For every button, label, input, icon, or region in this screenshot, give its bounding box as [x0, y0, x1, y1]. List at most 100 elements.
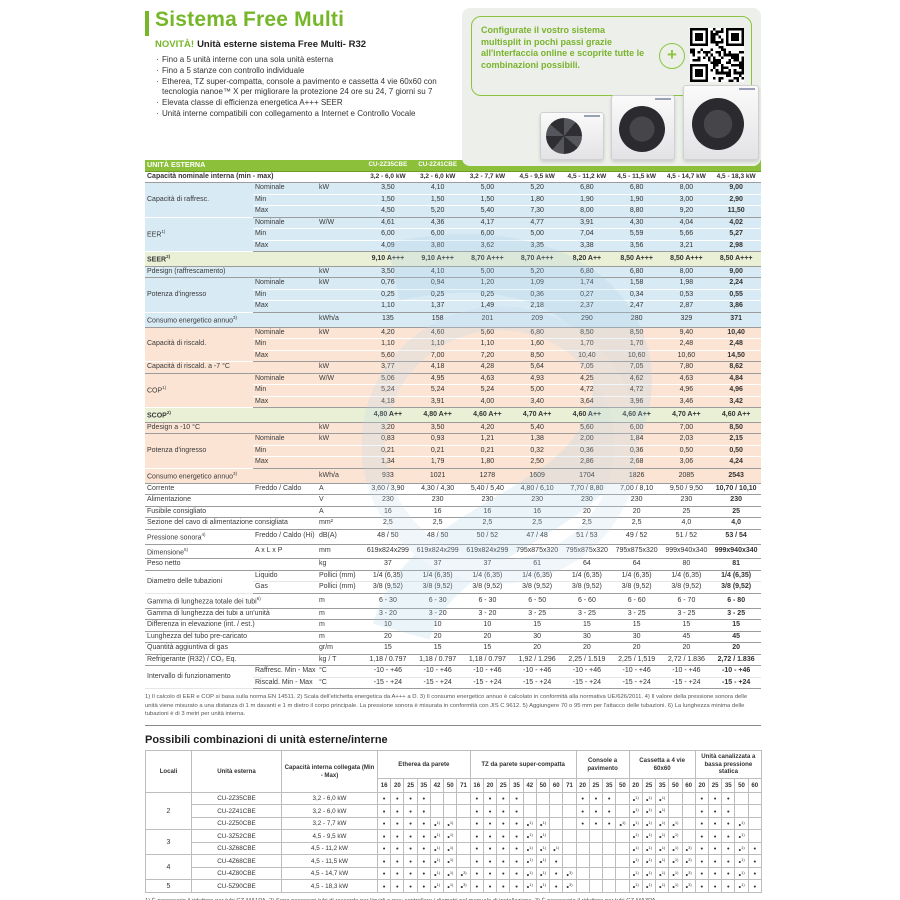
spec-value: 1/4 (6,35): [661, 570, 712, 583]
combo-mark: •: [376, 866, 392, 881]
locali-cell: 3: [145, 829, 192, 856]
combo-mark: •: [403, 829, 418, 843]
spec-unit: °C: [317, 665, 364, 678]
spec-value: 3/8 (9,52): [412, 581, 463, 594]
combo-mark: •: [509, 816, 524, 831]
spec-sub-label: Max: [253, 456, 317, 469]
combo-mark: •: [602, 791, 617, 806]
spec-value: 5,24: [462, 384, 513, 397]
spec-group-label: Differenza in elevazione (int. / est.): [145, 619, 317, 632]
combo-mark: •: [549, 854, 564, 868]
spec-value: 1,21: [462, 433, 513, 446]
combo-model: CU-2Z35CBE: [191, 791, 282, 806]
spec-value: 2,47: [611, 300, 662, 313]
locali-cell: 2: [145, 791, 192, 831]
spec-row: SCOP2) 4,80 A++ 4,80 A++ 4,60 A++ 4,70 A++ 4,…: [145, 407, 762, 423]
spec-value: 371: [711, 312, 762, 328]
spec-unit: kW: [317, 433, 364, 446]
combo-mark: [549, 829, 564, 843]
spec-row: Pdesign a -10 °C kW 3,20 3,50 4,20 5,40 5,60 6,…: [145, 422, 762, 435]
combo-mark: •: [482, 866, 498, 881]
spec-value: 37: [412, 558, 463, 571]
spec-value: 7,00: [412, 350, 463, 363]
spec-value: 290: [562, 312, 612, 328]
combo-row: CU-3Z68CBE 4,5 - 11,2 kW • • • • •1) •1) • • • • •1)…: [146, 841, 762, 856]
combo-mark: •: [416, 829, 431, 843]
combo-mark: [747, 804, 762, 818]
combo-mark: [734, 791, 749, 806]
spec-value: 135: [363, 312, 413, 328]
spec-value: 230: [711, 494, 762, 507]
spec-value: 5,40 / 5,40: [462, 483, 513, 496]
spec-value: 4,04: [661, 217, 712, 229]
spec-unit: kW: [317, 277, 364, 290]
spec-value: 6 - 80: [711, 593, 762, 609]
spec-value: 3,86: [711, 300, 762, 313]
spec-group-label: Dimensione5): [145, 544, 253, 560]
spec-group-label: Consumo energetico annuo3): [145, 312, 317, 328]
spec-row: Differenza in elevazione (int. / est.) m 1…: [145, 619, 762, 632]
spec-value: 0,93: [412, 433, 463, 446]
combo-mark: [588, 841, 604, 856]
combo-mark: •3): [456, 879, 471, 893]
combo-mark: •1): [429, 854, 445, 868]
combo-mark: •: [469, 791, 484, 806]
combo-mark: [443, 804, 458, 818]
spec-value: 3/8 (9,52): [711, 581, 762, 594]
spec-value: 7,04: [562, 228, 612, 241]
spec-value: 50 / 52: [462, 529, 513, 545]
spec-row: Gamma di lunghezza dei tubi a un'unità m 3…: [145, 608, 762, 621]
spec-value: 3 - 25: [512, 608, 563, 621]
size-header: 71: [562, 777, 577, 793]
combo-mark: [681, 791, 696, 806]
locali-cell: 5: [145, 879, 192, 893]
col-locali: Locali: [145, 750, 192, 793]
spec-value: 20: [412, 631, 463, 644]
spec-value: 3,38: [562, 240, 612, 252]
spec-value: 6,00: [611, 422, 662, 435]
spec-group-label: Diametro delle tubazioni: [145, 570, 253, 594]
spec-value: 0,55: [711, 289, 762, 302]
spec-value: 280: [611, 312, 662, 328]
spec-value: -10 - +46: [661, 665, 712, 678]
spec-value: 8,50: [562, 327, 612, 340]
spec-value: 2,18: [512, 300, 563, 313]
spec-value: 3,20: [363, 422, 413, 435]
spec-value: 619x824x299: [412, 544, 463, 560]
spec-value: 1,92 / 1.296: [512, 654, 563, 667]
spec-value: 4,20: [462, 422, 513, 435]
combo-mark: •: [509, 854, 524, 868]
spec-value: 1826: [611, 468, 662, 484]
spec-row: Intervallo di funzionamento Raffresc. Min…: [145, 665, 762, 690]
size-header: 50: [535, 777, 551, 793]
size-header: 20: [482, 777, 498, 793]
spec-value: 1,70: [562, 338, 612, 351]
spec-value: 3/8 (9,52): [462, 581, 513, 594]
spec-value: 4,36: [412, 217, 463, 229]
combo-mark: •1): [641, 804, 657, 818]
spec-value: 1,34: [363, 456, 413, 469]
combo-mark: •: [469, 854, 484, 868]
spec-value: 1,84: [611, 433, 662, 446]
combo-mark: •: [747, 866, 762, 881]
spec-unit: gr/m: [317, 642, 364, 655]
combo-mark: •1): [655, 829, 670, 843]
combo-mark: •: [694, 791, 709, 806]
spec-value: 81: [711, 558, 762, 571]
brand-mark: [584, 115, 600, 117]
combo-mark: •1): [443, 854, 458, 868]
spec-group-label: Sezione del cavo di alimentazione consig…: [145, 517, 317, 530]
spec-unit: kW: [317, 182, 364, 195]
combo-mark: •1): [628, 841, 643, 856]
spec-value: 1,50: [462, 194, 513, 206]
combo-mark: •1): [522, 816, 537, 831]
spec-value: 1,50: [412, 194, 463, 206]
spec-value: 933: [363, 468, 413, 484]
combo-mark: •: [390, 829, 405, 843]
combo-mark: •: [469, 841, 484, 856]
combo-mark: •1): [522, 841, 537, 856]
qr-code: [690, 28, 744, 82]
spec-sub-label: Min: [253, 289, 317, 302]
spec-value: 20: [562, 642, 612, 655]
spec-row: Lunghezza del tubo pre-caricato m 20 20 20 30…: [145, 631, 762, 644]
